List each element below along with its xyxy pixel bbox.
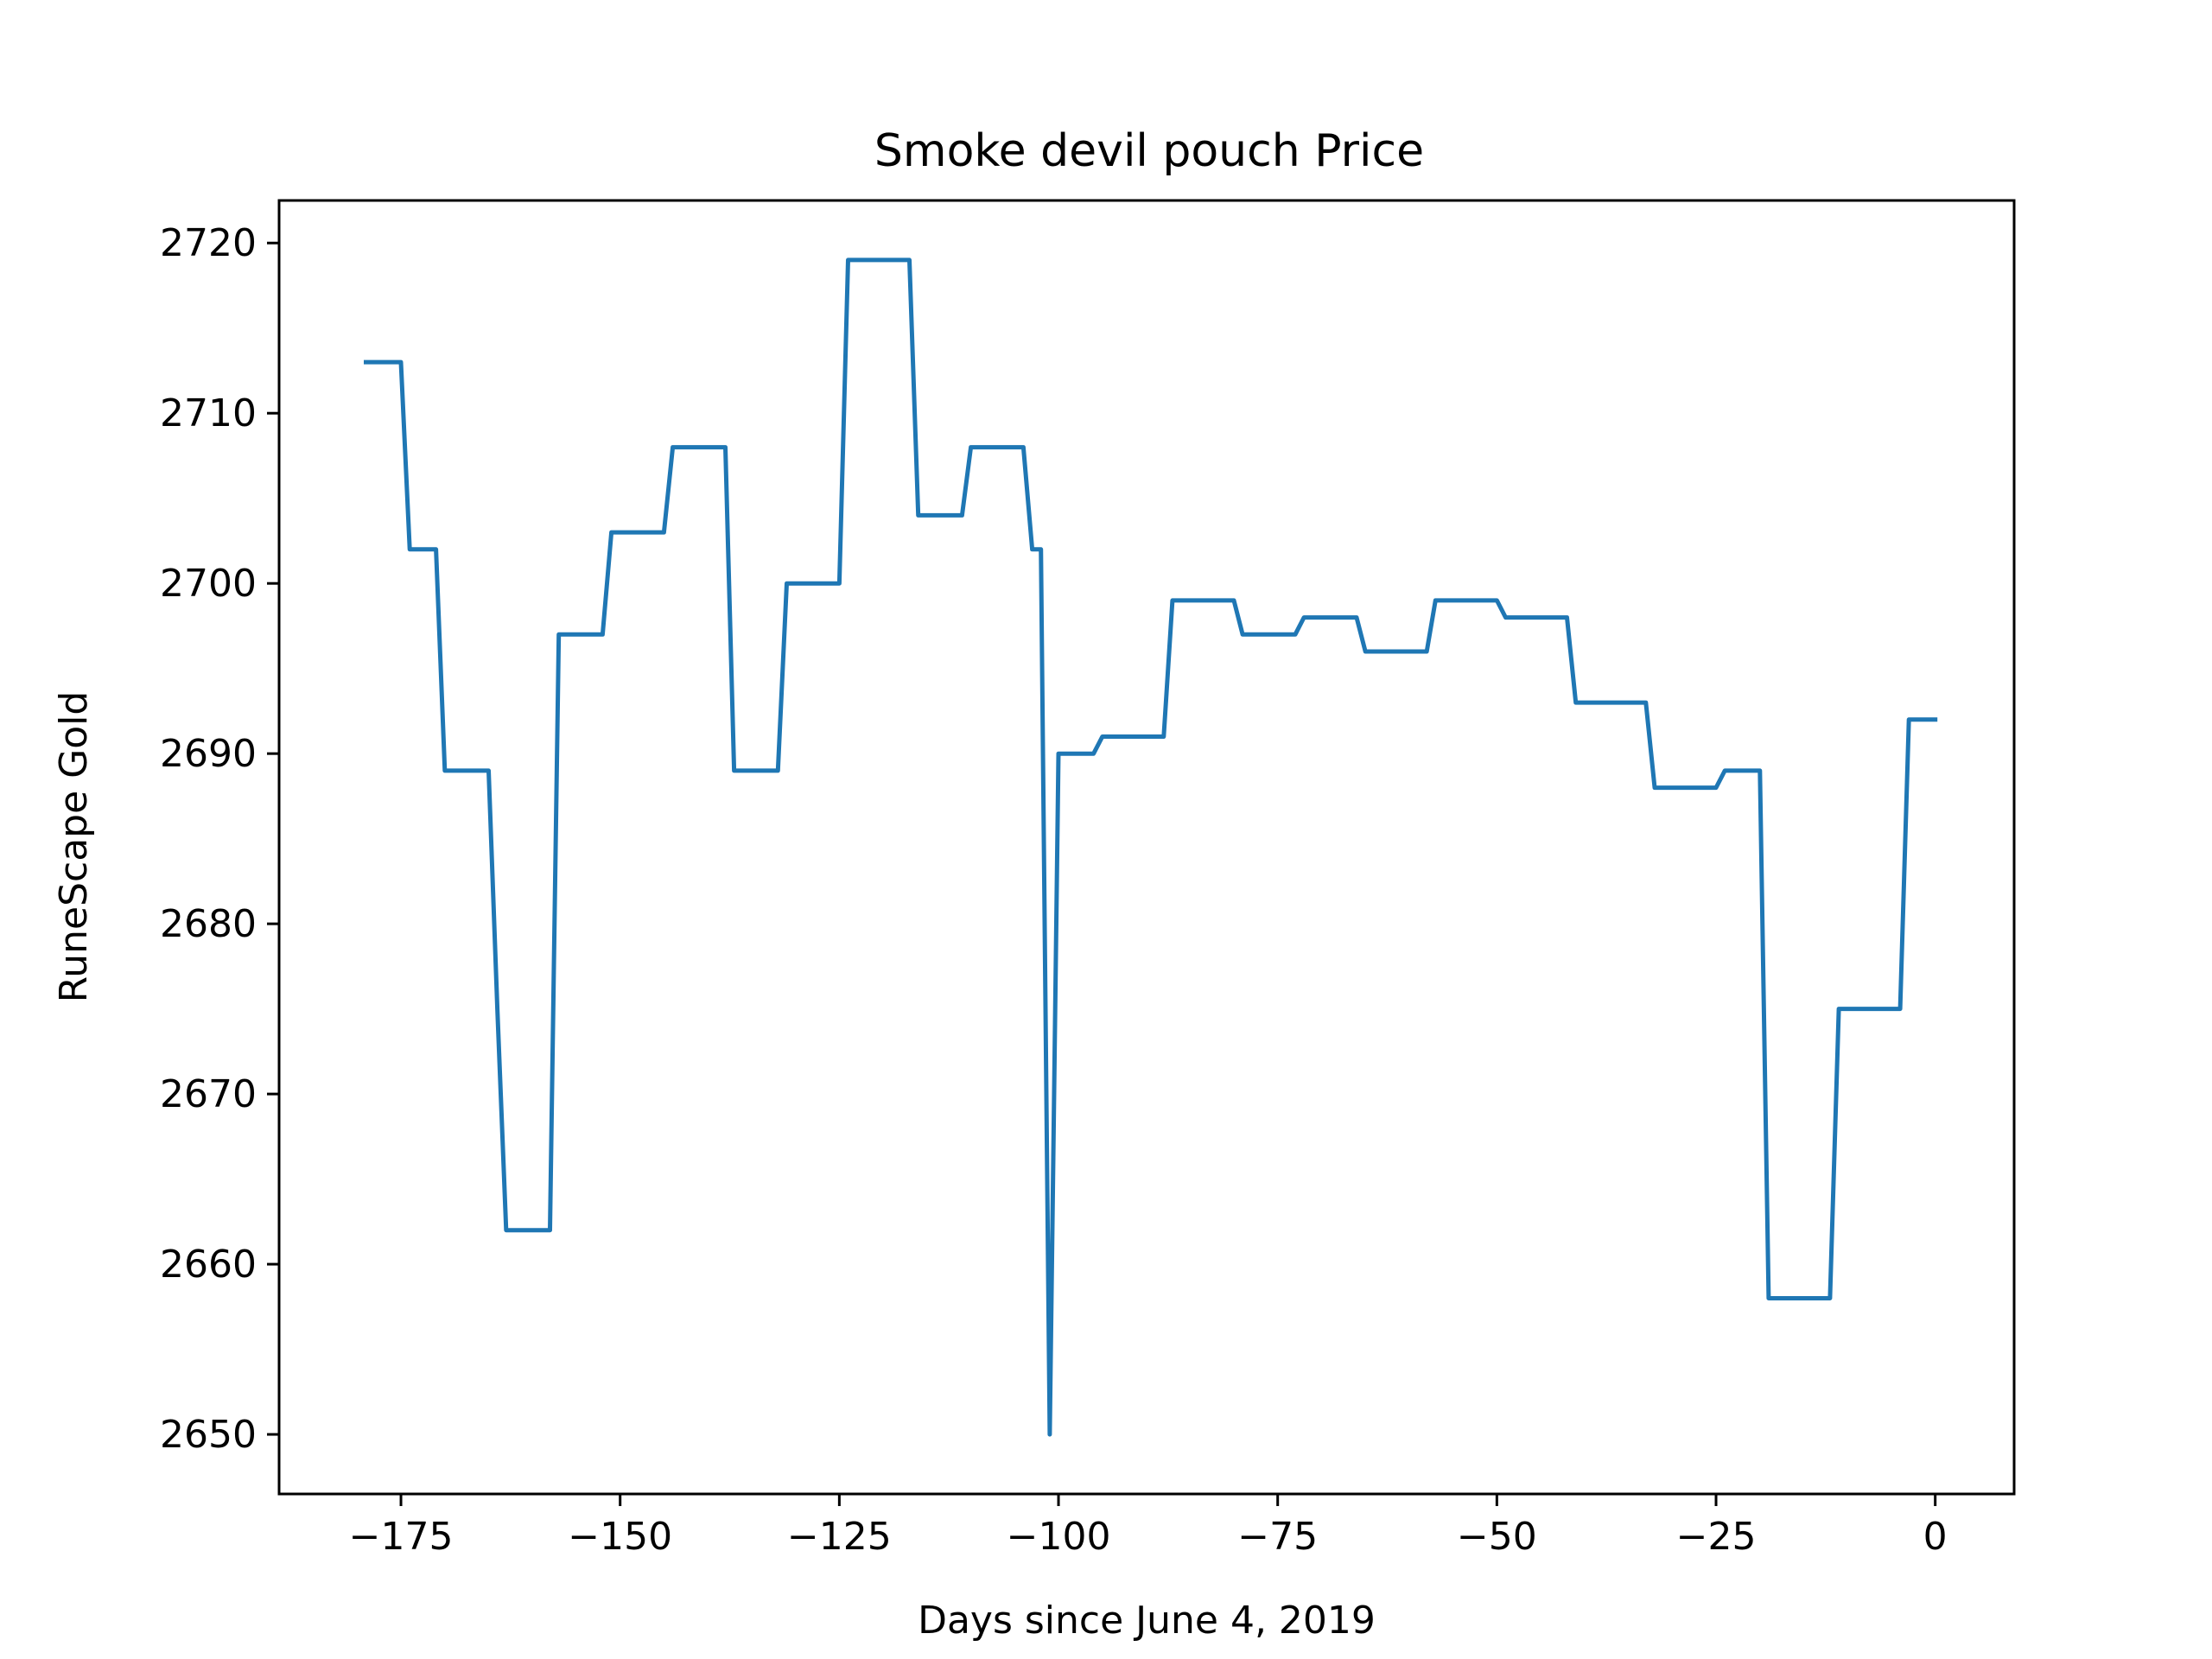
y-tick-label: 2680 (160, 902, 257, 946)
y-tick-label: 2710 (160, 391, 257, 435)
y-tick-label: 2650 (160, 1413, 257, 1457)
y-axis: 2650 2660 2670 2680 2690 2700 2710 2720 (160, 221, 279, 1457)
y-tick-label: 2660 (160, 1243, 257, 1287)
x-axis: −175 −150 −125 −100 −75 −50 −25 0 (349, 1494, 1948, 1559)
x-tick-label: −175 (349, 1515, 454, 1559)
series-line-0 (364, 257, 1938, 1437)
x-tick-label: −25 (1676, 1515, 1757, 1559)
x-tick-label: −50 (1457, 1515, 1537, 1559)
y-tick-label: 2690 (160, 732, 257, 776)
plot-frame (277, 199, 2016, 1496)
x-tick-label: −150 (568, 1515, 672, 1559)
y-tick-label: 2670 (160, 1072, 257, 1116)
x-tick-label: −75 (1237, 1515, 1318, 1559)
x-tick-label: 0 (1923, 1515, 1948, 1559)
plot-layer (364, 257, 1938, 1437)
y-tick-label: 2700 (160, 562, 257, 606)
x-axis-label: Days since June 4, 2019 (918, 1599, 1376, 1643)
y-tick-label: 2720 (160, 221, 257, 265)
chart-title: Smoke devil pouch Price (874, 125, 1424, 177)
y-axis-label: RuneScape Gold (52, 691, 96, 1003)
x-tick-label: −125 (787, 1515, 892, 1559)
x-tick-label: −100 (1007, 1515, 1111, 1559)
